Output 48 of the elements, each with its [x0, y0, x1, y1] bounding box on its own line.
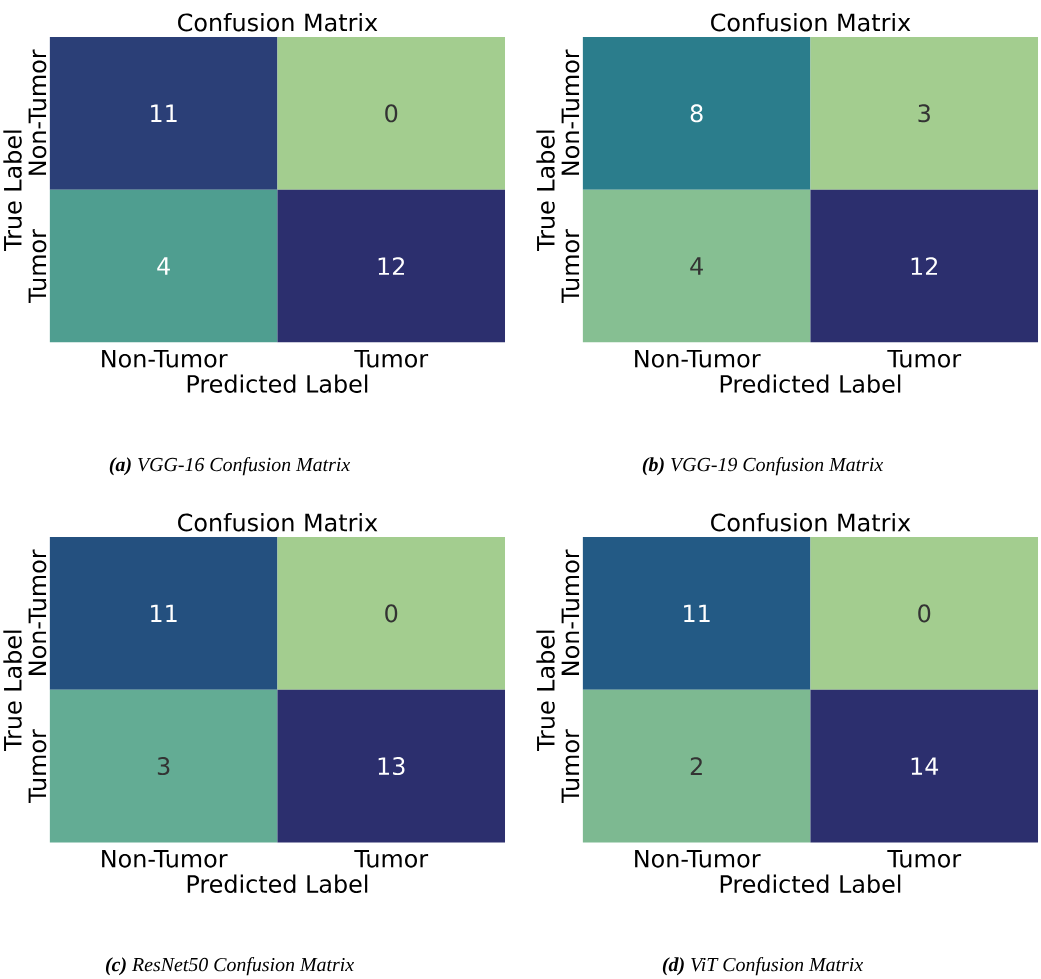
data-label: 12 [378, 257, 405, 276]
y-tick-label: Non-Tumor [561, 49, 580, 176]
data-label: 11 [684, 604, 710, 623]
y-tick-label: Tumor [561, 229, 580, 304]
text: (a) VGG-16 Confusion Matrix [109, 457, 351, 476]
y-tick-label: Tumor [28, 229, 47, 304]
y-tick-label: Tumor [561, 729, 580, 804]
data-label: 13 [378, 757, 405, 776]
chart-title: Confusion Matrix [711, 13, 911, 32]
chart-title: Confusion Matrix [178, 13, 378, 32]
y-tick-label: Non-Tumor [28, 549, 47, 676]
data-label: 3 [918, 104, 930, 123]
y-tick-label: Tumor [28, 729, 47, 804]
data-label: 4 [157, 257, 170, 275]
y-tick-label: Non-Tumor [561, 549, 580, 676]
x-tick-label: Tumor [887, 850, 962, 868]
y-axis-title: True Label [536, 630, 555, 752]
y-axis-title: True Label [3, 130, 22, 252]
x-axis-title: Predicted Label [187, 374, 368, 394]
text: (d) ViT Confusion Matrix [662, 957, 864, 976]
data-label: 2 [690, 757, 702, 776]
data-label: 0 [385, 104, 398, 123]
x-axis-title: Predicted Label [720, 374, 901, 394]
text: (c) ResNet50 Confusion Matrix [105, 957, 354, 976]
y-axis-title: True Label [536, 130, 555, 252]
data-label: 14 [911, 757, 939, 775]
text: (b) VGG-19 Confusion Matrix [642, 457, 884, 476]
x-tick-label: Non-Tumor [102, 850, 228, 868]
data-label: 4 [690, 257, 703, 275]
x-tick-label: Non-Tumor [102, 350, 228, 368]
chart-title: Confusion Matrix [178, 513, 378, 532]
y-axis-title: True Label [3, 630, 22, 752]
x-tick-label: Tumor [354, 850, 429, 868]
x-tick-label: Tumor [354, 350, 429, 368]
data-label: 8 [690, 104, 703, 123]
data-label: 11 [151, 104, 177, 123]
x-axis-title: Predicted Label [187, 874, 368, 894]
chart-title: Confusion Matrix [711, 513, 911, 532]
data-label: 0 [385, 604, 398, 623]
x-axis-title: Predicted Label [720, 874, 901, 894]
x-tick-label: Non-Tumor [635, 350, 761, 368]
data-label: 3 [157, 757, 170, 776]
x-tick-label: Tumor [887, 350, 962, 368]
x-tick-label: Non-Tumor [635, 850, 761, 868]
y-tick-label: Non-Tumor [28, 49, 47, 176]
data-label: 12 [911, 257, 938, 276]
data-label: 0 [918, 604, 931, 623]
data-label: 11 [151, 604, 177, 623]
